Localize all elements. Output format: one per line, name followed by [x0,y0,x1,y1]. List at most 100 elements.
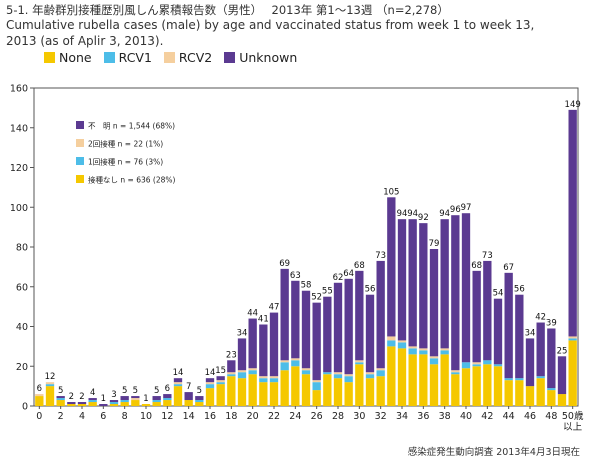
bar-segment-none [333,378,343,406]
legend-item-unknown: Unknown [224,50,297,65]
bar-total-label: 58 [301,281,312,291]
bar-segment-unknown [483,260,492,361]
x-tick-label: 8 [122,411,128,422]
bar-segment-none [376,376,385,406]
bar-segment-unknown [259,324,268,377]
bar-segment-rcv1 [163,398,172,401]
bar-segment-unknown [291,280,300,359]
bar-segment-rcv1 [472,364,481,367]
bar-segment-none [568,340,577,406]
bar-segment-rcv1 [88,400,97,403]
bar-total-label: 25 [557,346,568,356]
bar-segment-unknown [216,376,225,381]
bar-total-label: 7 [186,382,191,392]
bar-segment-rcv2 [216,380,225,383]
bar-segment-unknown [429,248,439,357]
bar-segment-none [259,382,268,406]
bar-total-label: 79 [429,239,440,249]
inner-legend-label: 1回接種 n = 76 (3%) [88,157,163,167]
bar-segment-rcv1 [216,382,225,385]
bar-segment-none [269,382,279,406]
bar-segment-unknown [355,270,364,361]
x-tick-label: 16 [204,411,216,422]
bar-segment-rcv2 [387,336,396,341]
bar-segment-none [77,404,87,406]
bar-total-label: 68 [471,261,482,271]
x-tick-label: 28 [332,411,344,422]
bar-segment-unknown [504,272,513,379]
bar-total-label: 73 [482,251,493,261]
bar-total-label: 52 [311,293,322,303]
bar-segment-rcv1 [504,378,513,381]
bar-total-label: 56 [365,285,376,295]
x-tick-label: 20 [247,411,259,422]
bar-segment-none [291,366,300,406]
bar-segment-rcv2 [376,368,385,371]
bar-segment-rcv2 [291,358,300,361]
data-source-note: 感染症発生動向調査 2013年4月3日現在 [407,447,580,458]
bar-total-label: 96 [450,205,461,215]
bar-total-label: 6 [37,384,42,394]
bar-segment-unknown [77,402,87,405]
bar-total-label: 62 [333,273,344,283]
bar-segment-rcv1 [259,378,268,383]
bar-total-label: 54 [493,289,504,299]
inner-legend-label: 2回接種 n = 22 (1%) [88,139,163,149]
bar-total-label: 73 [375,251,386,261]
bar-segment-rcv1 [237,372,247,379]
bar-segment-none [312,390,321,406]
bar-segment-unknown [515,294,524,379]
bar-segment-none [56,400,65,406]
bar-segment-rcv1 [344,376,353,383]
bar-segment-unknown [525,338,535,387]
x-tick-label: 44 [503,411,515,422]
bar-segment-unknown [323,296,332,373]
bar-segment-rcv2 [365,372,375,375]
bar-total-label: 12 [45,372,56,382]
bar-segment-none [397,348,407,406]
bar-segment-rcv1 [419,350,428,355]
x-tick-label: 30 [353,411,365,422]
bar-segment-rcv1 [547,388,556,391]
bar-segment-unknown [547,328,556,389]
legend-swatch-unknown [224,52,236,63]
legend-item-none: None [44,50,92,65]
bar-segment-unknown [227,360,236,373]
bar-segment-none [109,404,119,406]
bar-segment-none [483,364,492,406]
bar-segment-rcv1 [333,374,343,379]
bar-segment-none [205,388,215,406]
y-tick-label: 80 [16,243,28,254]
bar-segment-none [493,366,503,406]
bar-segment-rcv1 [397,342,407,349]
legend-item-rcv1: RCV1 [103,50,152,65]
bar-segment-rcv1 [301,370,311,375]
bar-segment-rcv2 [173,382,183,385]
y-tick-label: 160 [10,84,28,95]
bar-segment-rcv2 [397,340,407,343]
x-tick-label: 50歳 [562,410,584,422]
bar-total-label: 2 [79,392,84,402]
bar-segment-none [45,386,55,406]
legend-swatch-rcv1 [103,52,115,63]
bar-segment-none [461,368,471,406]
bar-total-label: 44 [247,309,258,319]
bar-segment-rcv1 [365,374,375,379]
bar-segment-rcv2 [280,360,289,363]
x-tick-label: 24 [289,411,301,422]
bar-segment-unknown [301,290,311,369]
legend-swatch-none [44,52,55,63]
bar-segment-none [355,364,364,406]
bar-segment-unknown [280,268,289,361]
bar-segment-rcv2 [227,372,236,375]
bar-total-label: 42 [535,313,546,323]
x-tick-label: 18 [225,411,237,422]
top-legend: None RCV1 RCV2 Unknown [44,50,297,65]
bar-segment-unknown [237,338,247,371]
y-tick-label: 140 [10,123,28,134]
bar-segment-rcv1 [280,362,289,371]
x-tick-label: 36 [417,411,429,422]
bar-total-label: 5 [154,386,159,396]
bar-segment-unknown [120,396,129,401]
